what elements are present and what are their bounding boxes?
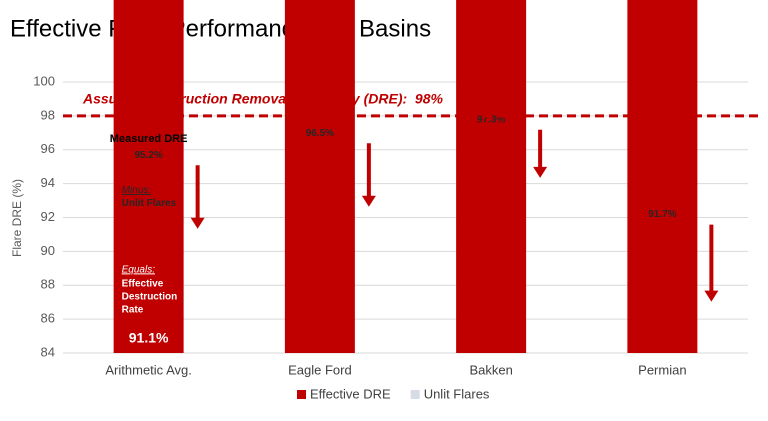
bar-segment <box>456 0 527 353</box>
bar-segment <box>113 0 184 353</box>
y-tick-label: 86 <box>41 311 55 326</box>
x-tick-label: Bakken <box>469 362 512 377</box>
y-axis-label: Flare DRE (%) <box>10 179 24 257</box>
annotation: Equals: <box>122 264 156 275</box>
y-tick-label: 88 <box>41 277 55 292</box>
x-tick-label: Arithmetic Avg. <box>105 362 191 377</box>
y-tick-label: 92 <box>41 209 55 224</box>
total-label: 97.3% <box>477 114 505 125</box>
annotation: Unlit Flares <box>122 198 177 209</box>
annotation: Measured DRE <box>110 133 188 145</box>
legend-label: Unlit Flares <box>424 386 490 401</box>
total-label: 96.5% <box>306 128 334 139</box>
arrow-head <box>704 290 719 302</box>
arrow-head <box>361 195 376 207</box>
total-label: 95.2% <box>134 150 162 161</box>
annotation: Minus: <box>122 185 152 196</box>
y-tick-label: 100 <box>33 73 55 88</box>
bar-segment <box>284 0 355 353</box>
legend-label: Effective DRE <box>310 386 391 401</box>
total-label: 91.7% <box>648 209 676 220</box>
arrow-head <box>533 166 548 178</box>
bar-segment <box>627 0 698 353</box>
annotation: Destruction <box>122 291 178 302</box>
chart-title: Effective Flare Performance in 3 Basins <box>10 15 431 42</box>
y-tick-label: 96 <box>41 141 55 156</box>
legend-swatch <box>297 390 306 399</box>
y-tick-label: 90 <box>41 243 55 258</box>
value-label: 91.1% <box>129 330 169 346</box>
x-tick-label: Permian <box>638 362 686 377</box>
y-tick-label: 98 <box>41 107 55 122</box>
y-tick-label: 84 <box>41 344 55 359</box>
annotation: Rate <box>122 304 144 315</box>
legend-swatch <box>410 390 420 399</box>
y-tick-label: 94 <box>41 175 55 190</box>
annotation: Effective <box>122 278 164 289</box>
reference-label: Assumed Destruction Removal Efficiency (… <box>82 91 444 107</box>
arrow-head <box>190 217 205 229</box>
x-tick-label: Eagle Ford <box>288 362 352 377</box>
